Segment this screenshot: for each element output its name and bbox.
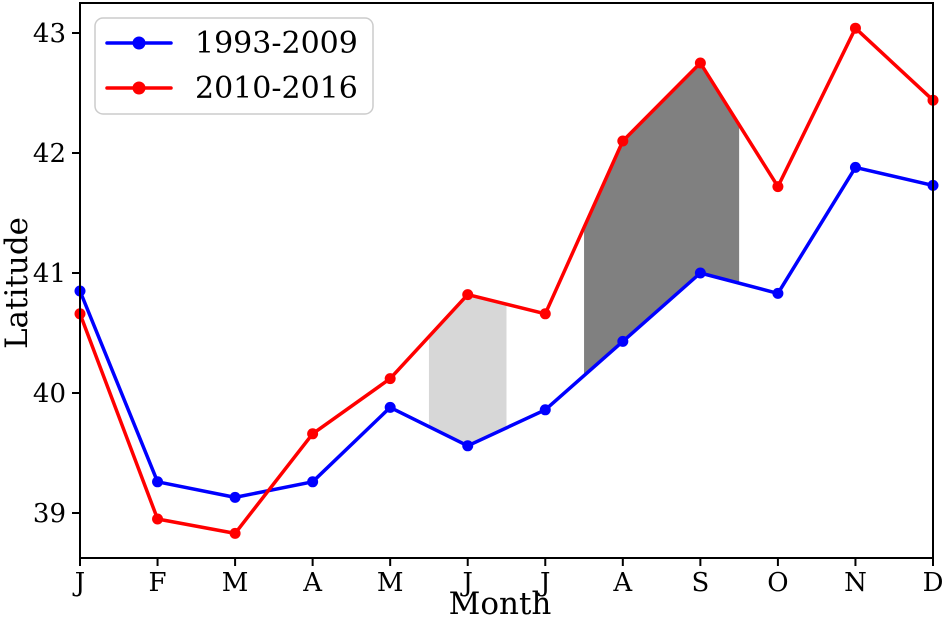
series-line-1993-2009 — [78, 165, 935, 500]
y-tick-label: 42 — [33, 139, 66, 169]
data-point-1993-2009-F1 — [152, 476, 164, 488]
data-point-1993-2009-M4 — [384, 401, 396, 413]
data-point-2010-2016-O9 — [772, 181, 784, 193]
shaded-region-1 — [428, 294, 507, 446]
x-axis-label: Month — [449, 586, 552, 622]
legend-label-2010-2016: 2010-2016 — [195, 71, 358, 106]
x-tick-label: F — [149, 568, 167, 598]
data-point-1993-2009-J5 — [462, 440, 474, 452]
x-tick-label: N — [844, 568, 867, 598]
x-tick-label: A — [302, 568, 323, 598]
x-tick-label: M — [222, 568, 249, 598]
plot-border — [79, 2, 934, 559]
y-tick-label: 39 — [33, 499, 66, 529]
y-tick-label: 43 — [33, 19, 66, 49]
data-point-2010-2016-F1 — [152, 513, 164, 525]
x-tick-label: O — [767, 568, 788, 598]
x-tick-label: D — [923, 568, 944, 598]
data-point-2010-2016-J5 — [462, 289, 474, 301]
data-point-1993-2009-O9 — [772, 287, 784, 299]
x-tick-label: J — [537, 568, 550, 598]
data-point-2010-2016-A3 — [307, 428, 319, 440]
data-point-2010-2016-M4 — [384, 373, 396, 385]
x-tick-label: J — [460, 568, 473, 598]
data-point-2010-2016-A7 — [617, 135, 629, 147]
data-point-1993-2009-A3 — [307, 476, 319, 488]
x-tick-label: J — [72, 568, 85, 598]
legend-marker-1993-2009 — [132, 36, 146, 50]
data-point-1993-2009-M2 — [229, 491, 241, 503]
x-tick-label: M — [377, 568, 404, 598]
data-point-1993-2009-N10 — [849, 161, 861, 173]
x-tick-label: S — [691, 568, 709, 598]
y-axis-label: Latitude — [0, 217, 35, 349]
data-point-1993-2009-S8 — [694, 267, 706, 279]
y-tick-label: 41 — [33, 259, 66, 289]
data-point-2010-2016-N10 — [849, 22, 861, 34]
data-point-1993-2009-A7 — [617, 335, 629, 347]
series-line-2010-2016 — [78, 26, 935, 536]
x-tick-label: A — [612, 568, 633, 598]
data-point-2010-2016-M2 — [229, 527, 241, 539]
y-tick-label: 40 — [33, 379, 66, 409]
data-point-2010-2016-S8 — [694, 57, 706, 69]
legend-marker-2010-2016 — [132, 81, 146, 95]
legend-label-1993-2009: 1993-2009 — [195, 26, 358, 61]
data-point-1993-2009-J6 — [539, 404, 551, 416]
data-point-2010-2016-J6 — [539, 308, 551, 320]
